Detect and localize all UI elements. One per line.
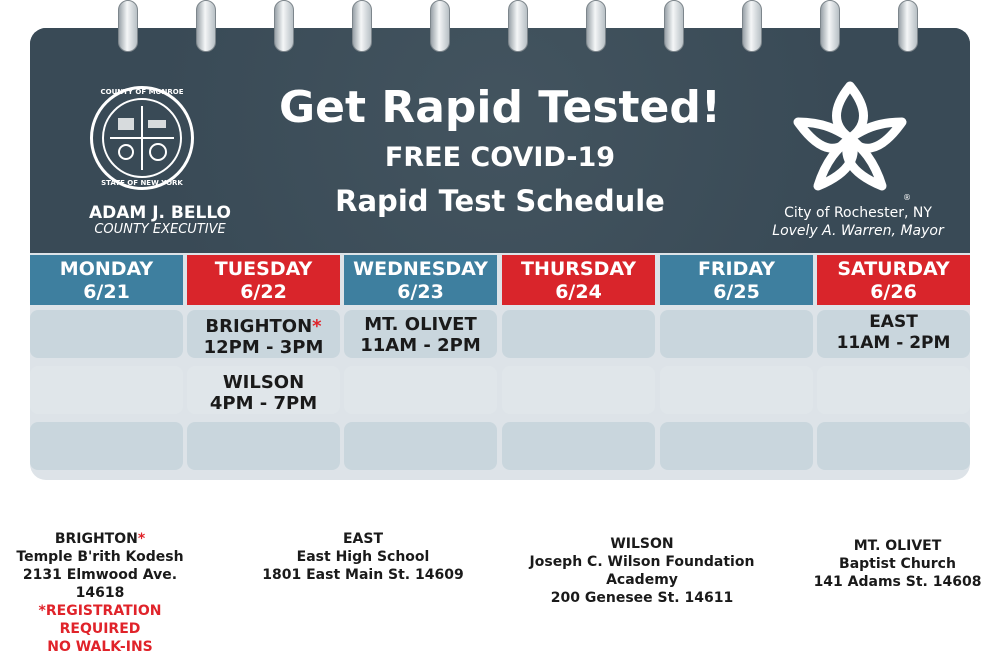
location-name: BRIGHTON [54,531,138,547]
binder-ring [196,0,216,52]
cell-saturday-3 [817,422,970,470]
cell-tuesday-1 [187,310,340,358]
binder-ring [664,0,684,52]
registration-note: *REGISTRATION REQUIRED [38,603,162,637]
site-time: 11AM - 2PM [836,333,951,353]
location-place: East High School [296,549,430,565]
county-executive-title: COUNTY EXECUTIVE [94,222,226,237]
location-address: 200 Genesee St. 14611 [550,590,734,606]
day-name: SATURDAY [837,258,950,280]
mayor-name: Lovely A. Warren, Mayor [772,223,944,239]
walk-in-note: NO WALK-INS [47,639,153,655]
binder-ring [586,0,606,52]
day-header-tuesday: TUESDAY 6/22 [187,255,340,305]
site-name: BRIGHTON [205,316,313,337]
cell-monday-2 [30,366,183,414]
day-date: 6/26 [870,281,917,303]
binder-ring [820,0,840,52]
location-name: WILSON [610,536,674,552]
registered-mark: ® [903,193,911,202]
seal-top-text: COUNTY OF MONROE [100,88,184,96]
binder-ring [118,0,138,52]
day-header-monday: MONDAY 6/21 [30,255,183,305]
binder-ring [508,0,528,52]
calendar-board: COUNTY OF MONROE STATE OF NEW YORK ADAM … [30,28,970,480]
cell-wednesday-2 [344,366,497,414]
cell-wednesday-1 [344,310,497,358]
rochester-flower-logo-icon [793,81,907,191]
county-executive-name: ADAM J. BELLO [88,203,232,223]
day-header-thursday: THURSDAY 6/24 [502,255,655,305]
day-name: TUESDAY [214,258,313,280]
site-time: 12PM - 3PM [203,337,324,358]
day-header-friday: FRIDAY 6/25 [660,255,813,305]
location-address: 1801 East Main St. 14609 [262,567,464,583]
site-name: EAST [869,312,918,332]
binder-ring [742,0,762,52]
location-name: EAST [342,531,384,547]
cell-thursday-2 [502,366,655,414]
subtitle-line-1: FREE COVID-19 [384,142,616,173]
location-brighton: BRIGHTON* Temple B'rith Kodesh 2131 Elmw… [0,530,200,656]
monroe-county-seal: COUNTY OF MONROE STATE OF NEW YORK [90,86,194,190]
site-name: WILSON [222,372,305,393]
cell-friday-3 [660,422,813,470]
cell-tuesday-3 [187,422,340,470]
cell-saturday-1 [817,310,970,358]
cell-thursday-3 [502,422,655,470]
binder-ring [430,0,450,52]
seal-bottom-text: STATE OF NEW YORK [101,179,183,187]
day-name: MONDAY [59,258,154,280]
day-name: FRIDAY [697,258,776,280]
day-date: 6/25 [713,281,760,303]
day-header-saturday: SATURDAY 6/26 [817,255,970,305]
schedule-saturday-east: EAST 11AM - 2PM [817,312,970,354]
location-east: EAST East High School 1801 East Main St.… [258,530,468,584]
day-date: 6/24 [555,281,602,303]
location-place: Baptist Church [839,556,956,572]
registration-asterisk: * [137,531,146,547]
cell-monday-3 [30,422,183,470]
cell-thursday-1 [502,310,655,358]
binder-ring [352,0,372,52]
location-name: MT. OLIVET [853,538,942,554]
location-mt-olivet: MT. OLIVET Baptist Church 141 Adams St. … [805,537,990,591]
cell-saturday-2 [817,366,970,414]
schedule-tuesday-wilson: WILSON 4PM - 7PM [187,372,340,414]
site-name: MT. OLIVET [364,314,477,335]
day-name: THURSDAY [520,258,637,280]
cell-friday-2 [660,366,813,414]
day-date: 6/23 [397,281,444,303]
registration-asterisk: * [312,316,322,337]
location-place: Joseph C. Wilson Foundation Academy [529,554,755,588]
schedule-wednesday-mt-olivet: MT. OLIVET 11AM - 2PM [344,314,497,356]
location-address: 2131 Elmwood Ave. 14618 [22,567,178,601]
binder-ring [274,0,294,52]
location-address: 141 Adams St. 14608 [813,574,982,590]
subtitle-line-2: Rapid Test Schedule [335,184,665,218]
page-title: Get Rapid Tested! [279,82,721,133]
location-place: Temple B'rith Kodesh [16,549,184,565]
binder-ring [898,0,918,52]
day-date: 6/21 [83,281,130,303]
site-time: 11AM - 2PM [360,335,481,356]
seal-emblem-icon [110,106,174,170]
day-header-wednesday: WEDNESDAY 6/23 [344,255,497,305]
cell-tuesday-2 [187,366,340,414]
seal-inner-ring [102,98,182,178]
cell-friday-1 [660,310,813,358]
site-time: 4PM - 7PM [209,393,318,414]
day-date: 6/22 [240,281,287,303]
cell-wednesday-3 [344,422,497,470]
location-wilson: WILSON Joseph C. Wilson Foundation Acade… [492,535,792,607]
schedule-tuesday-brighton: BRIGHTON* 12PM - 3PM [187,316,340,358]
cell-monday-1 [30,310,183,358]
day-name: WEDNESDAY [353,258,488,280]
city-name: City of Rochester, NY [784,205,932,221]
